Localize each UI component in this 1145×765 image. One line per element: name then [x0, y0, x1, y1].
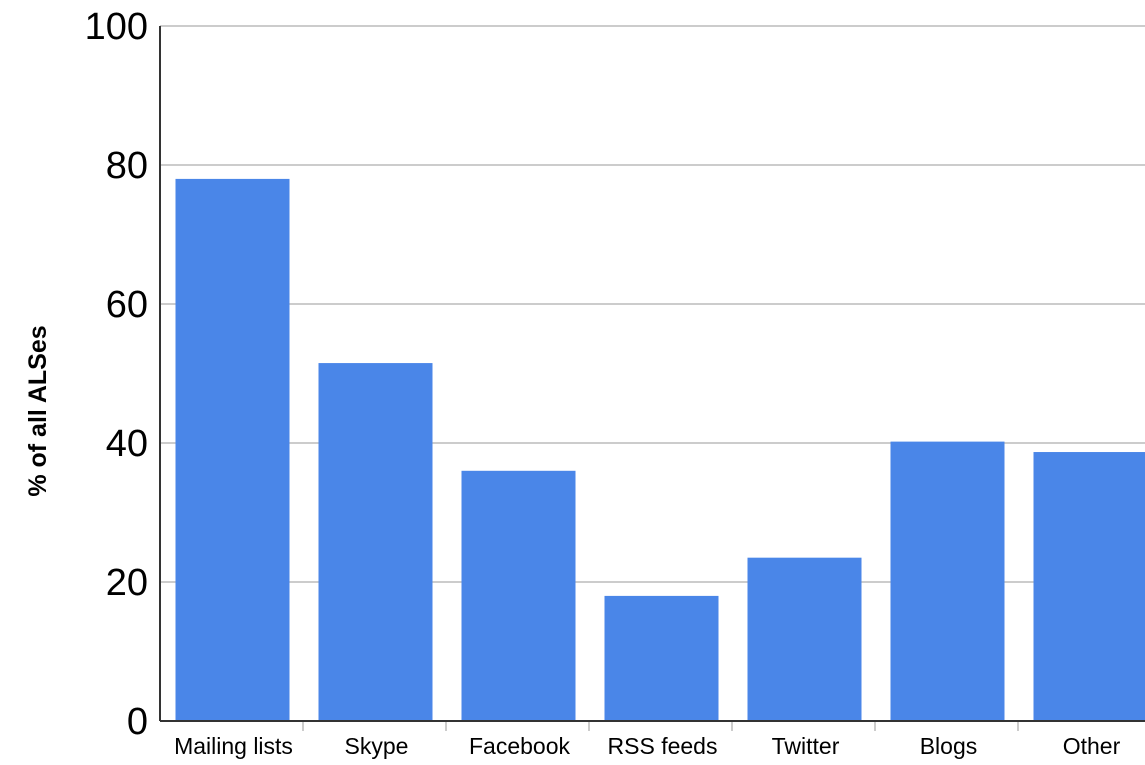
x-tick-label: Other	[1063, 733, 1121, 759]
x-tick-label: RSS feeds	[608, 733, 718, 759]
bar-other	[1034, 452, 1145, 721]
y-tick-label: 20	[106, 562, 148, 604]
x-tick-label: Facebook	[469, 733, 571, 759]
bar-blogs	[891, 442, 1005, 721]
y-tick-label: 80	[106, 145, 148, 187]
x-tick-label: Twitter	[772, 733, 840, 759]
bar-skype	[319, 363, 433, 721]
y-tick-label: 100	[85, 6, 148, 48]
y-tick-label: 40	[106, 423, 148, 465]
bar-twitter	[748, 558, 862, 721]
y-axis-title: % of all ALSes	[24, 325, 52, 496]
y-tick-label: 0	[127, 701, 148, 743]
x-tick-label: Skype	[345, 733, 409, 759]
bar-mailing-lists	[176, 179, 290, 721]
bars	[176, 179, 1145, 721]
bar-facebook	[462, 471, 576, 721]
y-tick-label: 60	[106, 284, 148, 326]
x-tick-label: Mailing lists	[174, 733, 293, 759]
x-tick-label: Blogs	[920, 733, 978, 759]
bar-rss-feeds	[605, 596, 719, 721]
